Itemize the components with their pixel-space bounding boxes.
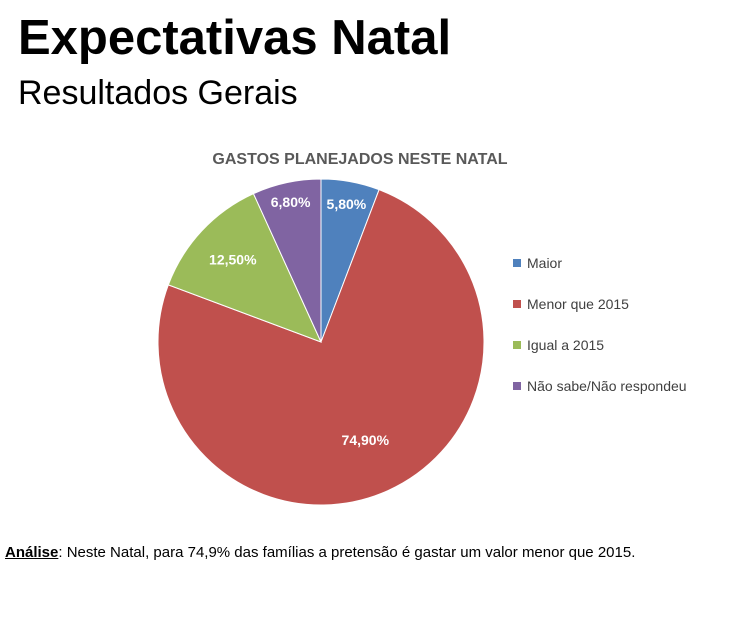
analysis-label: Análise bbox=[5, 544, 59, 561]
chart-title: GASTOS PLANEJADOS NESTE NATAL bbox=[212, 151, 507, 168]
legend-swatch-igual-a-2015 bbox=[513, 341, 521, 349]
legend-swatch-maior bbox=[513, 259, 521, 267]
legend-swatch-menor-que-2015 bbox=[513, 300, 521, 308]
chart-legend: Maior Menor que 2015 Igual a 2015 Não sabe/… bbox=[513, 255, 687, 394]
legend-label-menor-que-2015: Menor que 2015 bbox=[527, 296, 629, 312]
page-subtitle: Resultados Gerais bbox=[18, 74, 298, 112]
data-label-maior: 5,80% bbox=[327, 196, 367, 212]
analysis-text: Neste Natal, para 74,9% das famílias a p… bbox=[66, 544, 636, 561]
pie-slice-igual-a-2015 bbox=[167, 192, 322, 343]
analysis-separator: : bbox=[58, 544, 67, 561]
pie-slice-nao-sabe-nao-respondeu bbox=[252, 178, 322, 343]
data-label-menor-que-2015: 74,90% bbox=[342, 432, 390, 448]
pie-chart: GASTOS PLANEJADOS NESTE NATAL 5,80% 74,90… bbox=[157, 151, 687, 506]
data-label-nao-sabe-nao-respondeu: 6,80% bbox=[271, 194, 311, 210]
legend-swatch-nao-sabe-nao-respondeu bbox=[513, 382, 521, 390]
pie-slices bbox=[157, 178, 485, 506]
legend-label-nao-sabe-nao-respondeu: Não sabe/Não respondeu bbox=[527, 378, 687, 394]
data-label-igual-a-2015: 12,50% bbox=[209, 252, 257, 268]
analysis-note: Análise: Neste Natal, para 74,9% das fam… bbox=[5, 544, 635, 562]
page-title: Expectativas Natal bbox=[18, 11, 452, 65]
legend-label-maior: Maior bbox=[527, 255, 562, 271]
pie-slice-menor-que-2015 bbox=[157, 189, 485, 506]
pie-data-labels: 5,80% 74,90% 12,50% 6,80% bbox=[209, 194, 390, 448]
legend-label-igual-a-2015: Igual a 2015 bbox=[527, 337, 604, 353]
